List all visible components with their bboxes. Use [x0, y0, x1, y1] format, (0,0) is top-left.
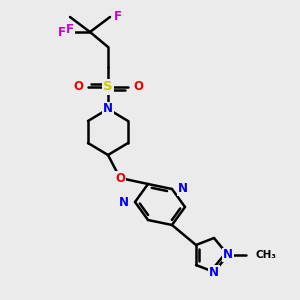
- Text: F: F: [114, 11, 122, 23]
- Text: O: O: [133, 80, 143, 94]
- Text: F: F: [58, 26, 66, 38]
- Text: N: N: [178, 182, 188, 196]
- Text: F: F: [66, 23, 74, 36]
- Text: N: N: [223, 248, 233, 262]
- Text: N: N: [209, 266, 219, 278]
- Text: O: O: [115, 172, 125, 184]
- Text: N: N: [119, 196, 129, 208]
- Text: N: N: [103, 103, 113, 116]
- Text: S: S: [103, 80, 113, 94]
- Text: CH₃: CH₃: [255, 250, 276, 260]
- Text: O: O: [73, 80, 83, 94]
